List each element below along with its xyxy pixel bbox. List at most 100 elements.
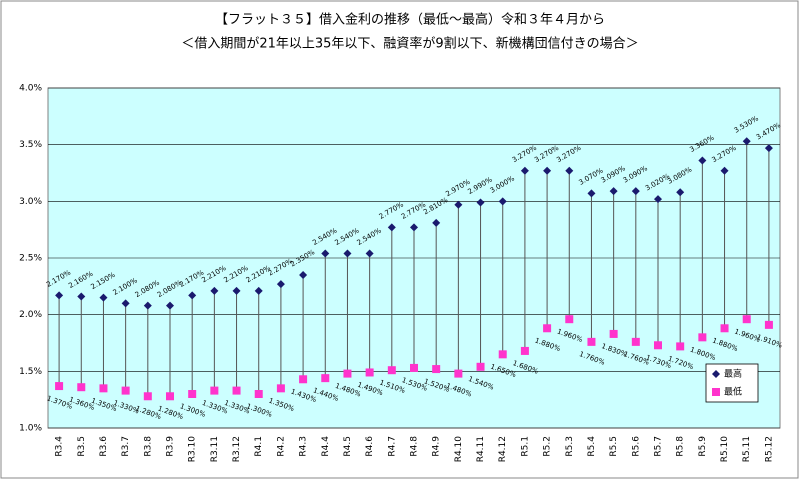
x-tick-label: R4.1 bbox=[254, 436, 264, 457]
marker bbox=[343, 249, 352, 258]
x-tick-label: R3.10 bbox=[188, 436, 198, 463]
chart-subtitle: ＜借入期間が21年以上35年以下、融資率が9割以下、新機構団信付きの場合＞ bbox=[181, 36, 638, 52]
marker bbox=[55, 291, 64, 300]
marker bbox=[764, 320, 773, 329]
y-tick-label: 3.0% bbox=[19, 197, 42, 207]
x-tick-label: R5.6 bbox=[631, 436, 641, 457]
marker bbox=[565, 315, 574, 324]
x-tick-label: R5.10 bbox=[720, 436, 730, 463]
marker bbox=[210, 286, 219, 295]
y-tick-label: 4.0% bbox=[19, 84, 42, 94]
x-tick-label: R4.11 bbox=[476, 436, 486, 462]
marker bbox=[387, 366, 396, 375]
x-tick-label: R4.6 bbox=[365, 436, 375, 457]
marker bbox=[166, 301, 174, 310]
x-tick-label: R3.7 bbox=[121, 436, 131, 457]
marker bbox=[498, 197, 507, 206]
marker bbox=[764, 144, 773, 153]
marker bbox=[631, 337, 640, 346]
marker bbox=[676, 188, 685, 197]
x-tick-label: R5.7 bbox=[654, 436, 664, 457]
x-tick-label: R3.5 bbox=[77, 436, 87, 457]
marker bbox=[698, 333, 707, 342]
marker bbox=[543, 166, 552, 175]
marker bbox=[432, 218, 441, 227]
marker bbox=[712, 370, 720, 378]
marker bbox=[299, 375, 308, 384]
y-tick-label: 2.0% bbox=[19, 310, 42, 320]
x-tick-label: R4.3 bbox=[299, 436, 309, 457]
x-tick-label: R5.1 bbox=[520, 436, 530, 457]
x-tick-label: R4.7 bbox=[387, 436, 397, 457]
x-tick-label: R3.6 bbox=[99, 436, 109, 457]
marker bbox=[276, 280, 285, 289]
x-tick-label: R4.9 bbox=[432, 436, 442, 457]
marker bbox=[720, 324, 729, 333]
x-tick-label: R5.9 bbox=[698, 436, 708, 457]
marker bbox=[166, 392, 174, 401]
marker bbox=[254, 390, 263, 398]
x-tick-label: R5.5 bbox=[609, 436, 619, 457]
marker bbox=[609, 329, 618, 338]
marker bbox=[432, 365, 441, 374]
marker bbox=[520, 346, 529, 355]
marker bbox=[77, 383, 86, 392]
marker bbox=[654, 195, 662, 204]
x-tick-label: R3.11 bbox=[210, 436, 220, 462]
x-tick-label: R4.10 bbox=[454, 436, 464, 463]
marker bbox=[631, 187, 640, 196]
marker bbox=[476, 198, 485, 207]
x-tick-label: R5.3 bbox=[565, 436, 575, 457]
x-tick-label: R4.5 bbox=[343, 436, 353, 457]
x-tick-label: R5.12 bbox=[764, 436, 774, 462]
y-tick-label: 3.5% bbox=[19, 140, 42, 150]
marker bbox=[676, 342, 685, 351]
marker bbox=[77, 292, 86, 301]
x-tick-label: R5.8 bbox=[676, 436, 686, 457]
marker bbox=[454, 200, 463, 209]
x-tick-label: R5.2 bbox=[543, 436, 553, 457]
marker bbox=[210, 386, 219, 395]
marker bbox=[742, 137, 751, 146]
marker bbox=[565, 166, 574, 175]
marker bbox=[143, 301, 152, 310]
marker bbox=[587, 189, 596, 198]
legend-label: 最高 bbox=[724, 368, 742, 380]
x-tick-label: R3.8 bbox=[143, 436, 153, 457]
marker bbox=[410, 363, 418, 372]
marker bbox=[410, 223, 418, 232]
x-tick-label: R5.4 bbox=[587, 436, 597, 457]
marker bbox=[543, 324, 552, 333]
x-tick-label: R3.9 bbox=[166, 436, 176, 457]
marker bbox=[121, 299, 130, 308]
marker bbox=[365, 249, 374, 258]
marker bbox=[99, 384, 108, 393]
marker bbox=[454, 369, 463, 378]
marker bbox=[254, 286, 263, 295]
marker bbox=[55, 382, 64, 391]
y-tick-label: 1.0% bbox=[19, 424, 42, 434]
chart-title: 【フラット３５】借入金利の推移（最低～最高）令和３年４月から bbox=[215, 12, 605, 28]
x-tick-label: R4.8 bbox=[410, 436, 420, 457]
marker bbox=[232, 386, 241, 395]
marker bbox=[143, 392, 152, 401]
marker bbox=[712, 388, 720, 396]
x-tick-label: R4.4 bbox=[321, 436, 331, 457]
marker bbox=[387, 223, 396, 232]
marker bbox=[321, 249, 330, 258]
y-tick-label: 1.5% bbox=[19, 367, 42, 377]
marker bbox=[698, 156, 707, 165]
x-tick-label: R4.12 bbox=[498, 436, 508, 462]
x-tick-label: R3.4 bbox=[55, 436, 65, 457]
marker bbox=[99, 293, 108, 302]
marker bbox=[188, 390, 197, 398]
marker bbox=[343, 369, 352, 378]
marker bbox=[520, 166, 529, 175]
marker bbox=[232, 286, 241, 295]
marker bbox=[365, 368, 374, 377]
marker bbox=[299, 271, 308, 279]
legend-label: 最低 bbox=[724, 386, 742, 398]
x-tick-label: R3.12 bbox=[232, 436, 242, 462]
marker bbox=[276, 384, 285, 393]
